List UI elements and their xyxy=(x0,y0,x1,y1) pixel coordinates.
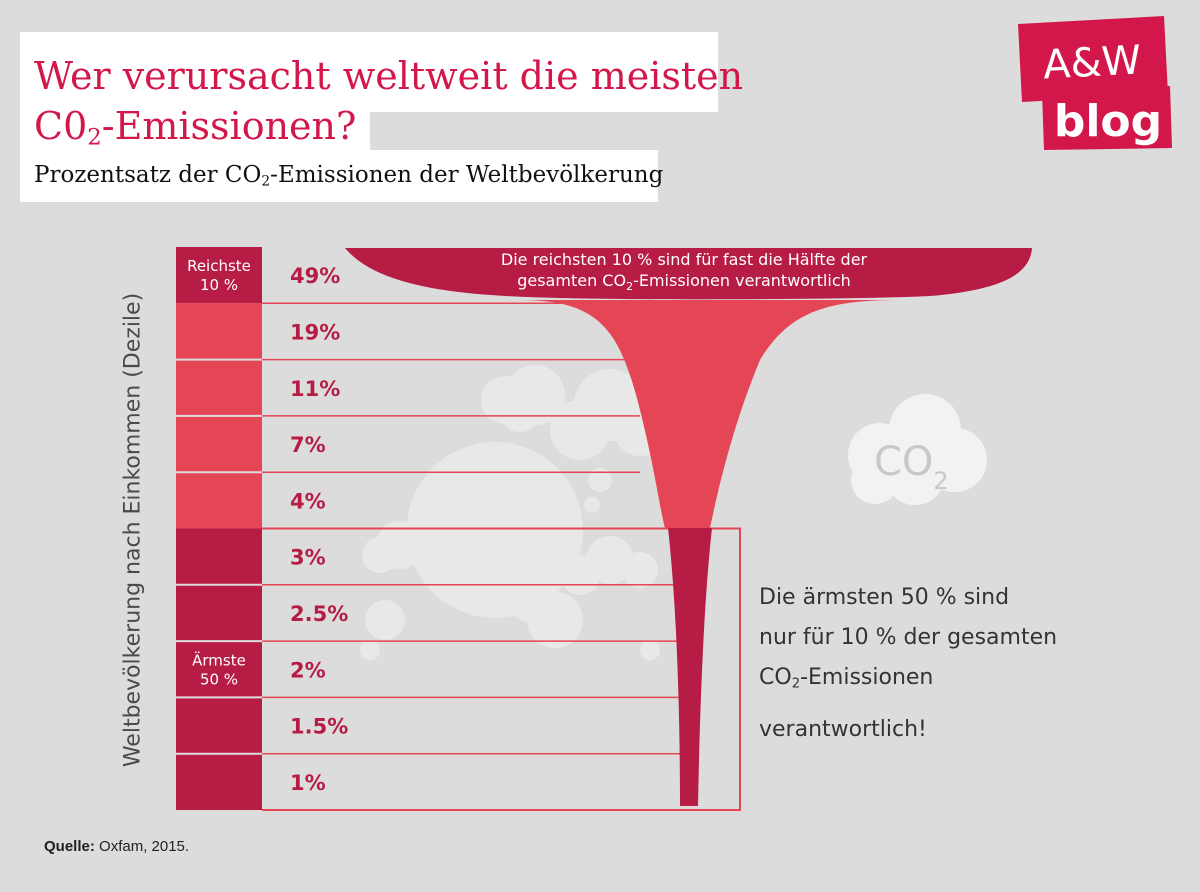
globe-icon xyxy=(407,442,583,618)
page-title-line1: Wer verursacht weltweit die meisten xyxy=(34,54,744,98)
decile-group-block xyxy=(176,528,262,810)
logo-line2: blog xyxy=(1054,96,1162,147)
group-label-line1: Ärmste xyxy=(192,650,246,669)
co2-cloud-icon xyxy=(848,394,987,505)
richest-annotation-line1: Die reichsten 10 % sind für fast die Häl… xyxy=(501,250,868,269)
value-label: 4% xyxy=(290,489,326,513)
poorest-annotation: Die ärmsten 50 % sind nur für 10 % der g… xyxy=(759,578,1057,750)
logo-line1: A&W xyxy=(1042,37,1142,88)
chart-rows: 49% 19% 11% 7% 4% 3% 2.5% 2% 1.5% 1% xyxy=(176,247,741,811)
value-label: 1% xyxy=(290,771,326,795)
source-note: Quelle: Oxfam, 2015. xyxy=(44,838,190,855)
poorest-annotation-line2: nur für 10 % der gesamten xyxy=(759,625,1058,650)
funnel-top-band xyxy=(345,248,1032,300)
title-box-1 xyxy=(20,32,718,112)
cloud-label: CO2 xyxy=(874,439,949,495)
value-label: 2.5% xyxy=(290,602,348,626)
group-label-line2: 10 % xyxy=(200,276,238,294)
value-label: 3% xyxy=(290,546,326,570)
page-title-line2: C02-Emissionen? xyxy=(34,104,357,151)
emission-funnel xyxy=(520,300,900,528)
value-label: 1.5% xyxy=(290,715,348,739)
group-label-line2: 50 % xyxy=(200,670,238,688)
poorest-annotation-line3: CO2-Emissionen xyxy=(759,665,934,692)
poorest-annotation-line4: verantwortlich! xyxy=(759,717,927,743)
value-label: 49% xyxy=(290,264,340,288)
decile-group-block xyxy=(176,247,262,304)
value-label: 2% xyxy=(290,658,326,682)
poorest-outline xyxy=(262,527,741,811)
funnel-stem xyxy=(668,528,712,806)
poorest-annotation-line1: Die ärmsten 50 % sind xyxy=(759,585,1010,610)
subtitle-box xyxy=(20,150,658,202)
group-label-line1: Reichste xyxy=(187,257,251,275)
richest-annotation-line2: gesamten CO2-Emissionen verantwortlich xyxy=(517,271,851,293)
value-label: 19% xyxy=(290,320,340,344)
brand-logo: A&W blog xyxy=(1018,16,1172,150)
value-label: 11% xyxy=(290,377,340,401)
page-subtitle: Prozentsatz der CO2-Emissionen der Weltb… xyxy=(34,162,664,190)
value-label: 7% xyxy=(290,433,326,457)
